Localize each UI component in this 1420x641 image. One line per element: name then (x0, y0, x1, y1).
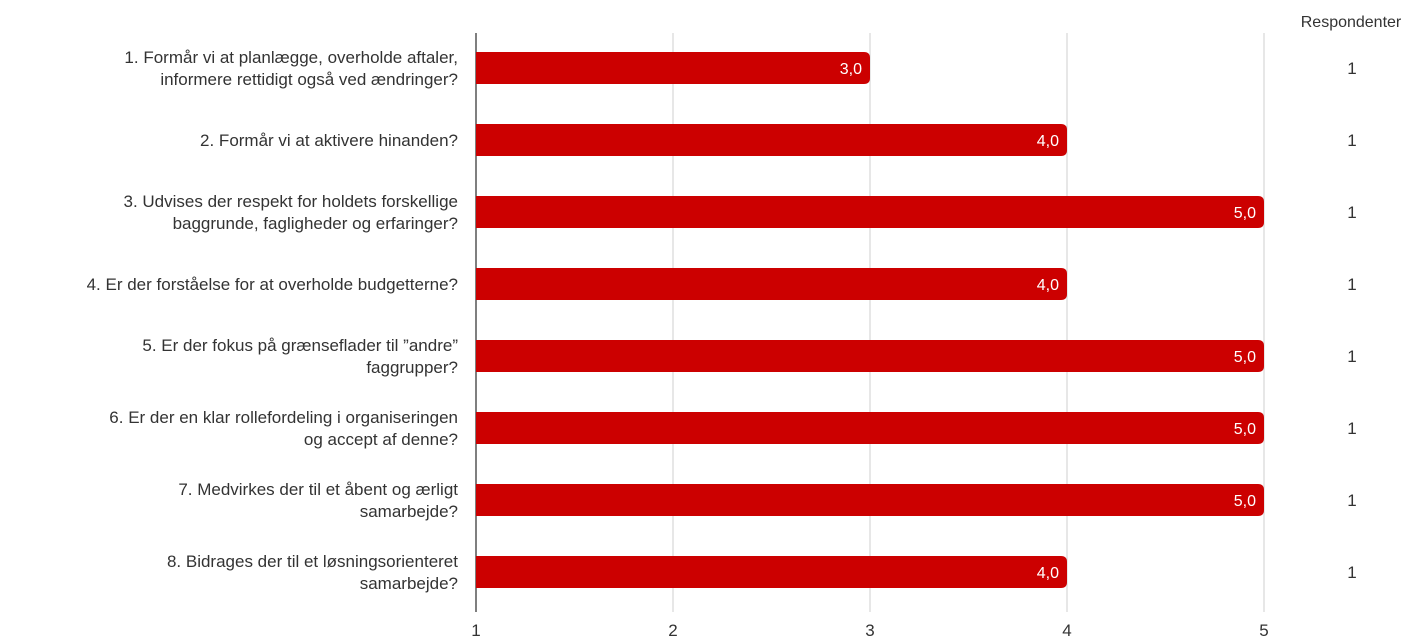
bar (476, 556, 1067, 588)
category-label: informere rettidigt også ved ændringer? (160, 70, 458, 89)
respondent-count: 1 (1347, 59, 1356, 78)
bar (476, 196, 1264, 228)
respondent-count: 1 (1347, 347, 1356, 366)
x-tick-label: 3 (865, 621, 874, 640)
category-label: 8. Bidrages der til et løsningsorientere… (167, 552, 458, 571)
category-labels: 1. Formår vi at planlægge, overholde aft… (87, 48, 459, 593)
respondent-count: 1 (1347, 563, 1356, 582)
bar (476, 124, 1067, 156)
respondent-count: 1 (1347, 491, 1356, 510)
bar-value-label: 4,0 (1037, 565, 1059, 582)
x-axis-ticks: 1 2 3 4 5 (471, 621, 1268, 640)
category-label: faggrupper? (366, 358, 458, 377)
respondent-count: 1 (1347, 131, 1356, 150)
respondent-count: 1 (1347, 203, 1356, 222)
category-label: 3. Udvises der respekt for holdets forsk… (124, 192, 459, 211)
category-label: 6. Er der en klar rollefordeling i organ… (109, 408, 458, 427)
category-label: samarbejde? (360, 574, 458, 593)
category-label: 1. Formår vi at planlægge, overholde aft… (124, 48, 458, 67)
bar (476, 52, 870, 84)
respondent-count: 1 (1347, 275, 1356, 294)
bar (476, 268, 1067, 300)
respondents-header: Respondenter (1301, 14, 1402, 31)
x-tick-label: 2 (668, 621, 677, 640)
bar (476, 340, 1264, 372)
bar-value-label: 5,0 (1234, 493, 1256, 510)
category-label: 5. Er der fokus på grænseflader til ”and… (142, 336, 458, 355)
bar (476, 484, 1264, 516)
respondent-count: 1 (1347, 419, 1356, 438)
bar-value-label: 5,0 (1234, 205, 1256, 222)
bar-value-label: 3,0 (840, 61, 862, 78)
bar-value-label: 5,0 (1234, 421, 1256, 438)
bar-value-label: 4,0 (1037, 277, 1059, 294)
x-tick-label: 4 (1062, 621, 1071, 640)
bar (476, 412, 1264, 444)
category-label: 7. Medvirkes der til et åbent og ærligt (178, 480, 458, 499)
bar-value-label: 5,0 (1234, 349, 1256, 366)
bar-value-label: 4,0 (1037, 133, 1059, 150)
category-label: 2. Formår vi at aktivere hinanden? (200, 131, 458, 150)
gridlines (475, 33, 1265, 612)
x-tick-label: 5 (1259, 621, 1268, 640)
bars: 3,0 4,0 5,0 4,0 5,0 5,0 5,0 4,0 (476, 52, 1264, 588)
category-label: 4. Er der forståelse for at overholde bu… (87, 275, 458, 294)
respondents-column: Respondenter 1 1 1 1 1 1 1 1 (1301, 14, 1402, 582)
category-label: baggrunde, fagligheder og erfaringer? (173, 214, 458, 233)
category-label: og accept af denne? (304, 430, 458, 449)
x-tick-label: 1 (471, 621, 480, 640)
category-label: samarbejde? (360, 502, 458, 521)
